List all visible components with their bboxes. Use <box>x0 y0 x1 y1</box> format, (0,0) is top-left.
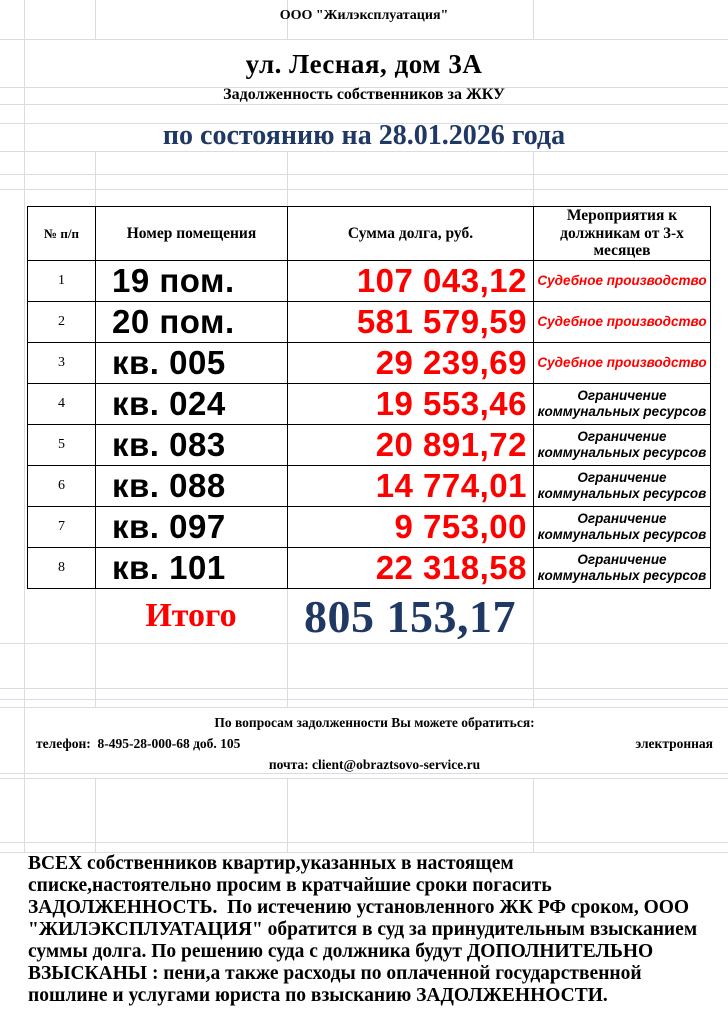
row-number-cell: 7 <box>27 506 96 548</box>
row-number-cell: 3 <box>27 342 96 384</box>
table-row: 1 19 пом. 107 043,12 Судебное производст… <box>27 260 711 302</box>
room-cell: кв. 005 <box>95 342 288 384</box>
row-number-cell: 2 <box>27 301 96 343</box>
table-row: 8 кв. 101 22 318,58 Ограничение коммунал… <box>27 547 711 589</box>
table-row: 3 кв. 005 29 239,69 Судебное производств… <box>27 342 711 384</box>
room-cell: кв. 097 <box>95 506 288 548</box>
col-header-num: № п/п <box>27 206 96 261</box>
col-header-debt: Сумма долга, руб. <box>287 206 534 261</box>
debt-amount-cell: 22 318,58 <box>287 547 534 589</box>
email-line: почта: client@obraztsovo-service.ru <box>268 757 481 772</box>
row-number-cell: 6 <box>27 465 96 507</box>
debt-amount-cell: 20 891,72 <box>287 424 534 466</box>
action-cell: Ограничение коммунальных ресурсов <box>533 506 711 548</box>
company-name: ООО "Жилэксплуатация" <box>279 8 449 23</box>
room-cell: кв. 088 <box>95 465 288 507</box>
room-cell: кв. 024 <box>95 383 288 425</box>
action-cell: Ограничение коммунальных ресурсов <box>533 424 711 466</box>
action-cell: Ограничение коммунальных ресурсов <box>533 547 711 589</box>
debt-amount-cell: 19 553,46 <box>287 383 534 425</box>
table-row: 6 кв. 088 14 774,01 Ограничение коммунал… <box>27 465 711 507</box>
col-header-action: Мероприятия к должникам от 3-х месяцев <box>533 206 711 261</box>
total-value: 805 153,17 <box>304 591 516 642</box>
total-label: Итого <box>145 597 237 634</box>
as-of-date-heading: по состоянию на 28.01.2026 года <box>162 120 566 151</box>
col-header-room: Номер помещения <box>95 206 288 261</box>
action-cell: Судебное производство <box>533 301 711 343</box>
table-row: 7 кв. 097 9 753,00 Ограничение коммуналь… <box>27 506 711 548</box>
row-number-cell: 8 <box>27 547 96 589</box>
debtors-table: № п/п Номер помещения Сумма долга, руб. … <box>27 206 711 589</box>
row-number-cell: 1 <box>27 260 96 302</box>
room-cell: 19 пом. <box>95 260 288 302</box>
action-cell: Судебное производство <box>533 342 711 384</box>
room-cell: кв. 101 <box>95 547 288 589</box>
debt-amount-cell: 9 753,00 <box>287 506 534 548</box>
row-number-cell: 5 <box>27 424 96 466</box>
room-cell: 20 пом. <box>95 301 288 343</box>
contact-intro: По вопросам задолженности Вы можете обра… <box>214 715 535 730</box>
action-cell: Судебное производство <box>533 260 711 302</box>
table-row: 2 20 пом. 581 579,59 Судебное производст… <box>27 301 711 343</box>
debt-subtitle: Задолженность собственников за ЖКУ <box>223 86 505 103</box>
debt-amount-cell: 107 043,12 <box>287 260 534 302</box>
debt-amount-cell: 581 579,59 <box>287 301 534 343</box>
row-number-cell: 4 <box>27 383 96 425</box>
action-cell: Ограничение коммунальных ресурсов <box>533 383 711 425</box>
table-row: 5 кв. 083 20 891,72 Ограничение коммунал… <box>27 424 711 466</box>
debt-amount-cell: 29 239,69 <box>287 342 534 384</box>
action-cell: Ограничение коммунальных ресурсов <box>533 465 711 507</box>
phone-line: телефон: 8-495-28-000-68 доб. 105 <box>36 736 241 751</box>
contact-block: По вопросам задолженности Вы можете обра… <box>36 712 713 775</box>
debt-amount-cell: 14 774,01 <box>287 465 534 507</box>
address-title: ул. Лесная, дом 3А <box>245 49 483 79</box>
room-cell: кв. 083 <box>95 424 288 466</box>
notice-text: ВСЕХ собственников квартир,указанных в н… <box>28 853 698 1006</box>
email-label-start: электронная <box>635 736 713 751</box>
table-row: 4 кв. 024 19 553,46 Ограничение коммунал… <box>27 383 711 425</box>
table-header-row: № п/п Номер помещения Сумма долга, руб. … <box>27 206 711 261</box>
